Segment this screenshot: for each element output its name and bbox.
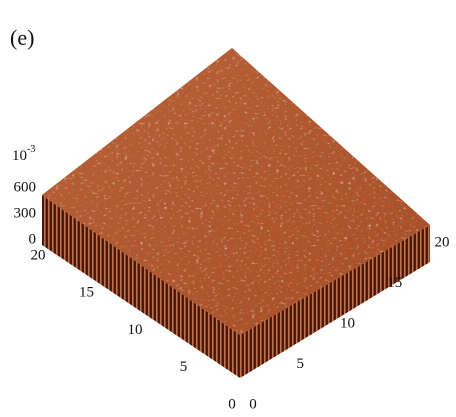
y-tick-label: 20 [31, 247, 46, 263]
z-scale-base-text: 10 [12, 148, 27, 164]
y-tick-label: 0 [228, 396, 236, 412]
z-tick-label: 600 [14, 179, 37, 195]
panel-label: (e) [10, 25, 34, 50]
y-tick-label: 5 [180, 359, 188, 375]
x-tick-label: 20 [435, 234, 450, 250]
y-tick-label: 15 [79, 285, 94, 301]
z-tick-label: 0 [29, 231, 37, 247]
z-scale-exponent: -3 [27, 144, 35, 155]
x-tick-label: 0 [249, 396, 257, 412]
y-tick-label: 10 [128, 322, 143, 338]
z-tick-label: 300 [14, 205, 37, 221]
x-tick-label: 10 [340, 315, 355, 331]
x-tick-label: 5 [297, 356, 305, 372]
chart: (e) 10-3 03006000510152005101520 [0, 0, 456, 417]
x-tick-label: 15 [387, 275, 402, 291]
z-scale-base: 10-3 [12, 144, 35, 164]
